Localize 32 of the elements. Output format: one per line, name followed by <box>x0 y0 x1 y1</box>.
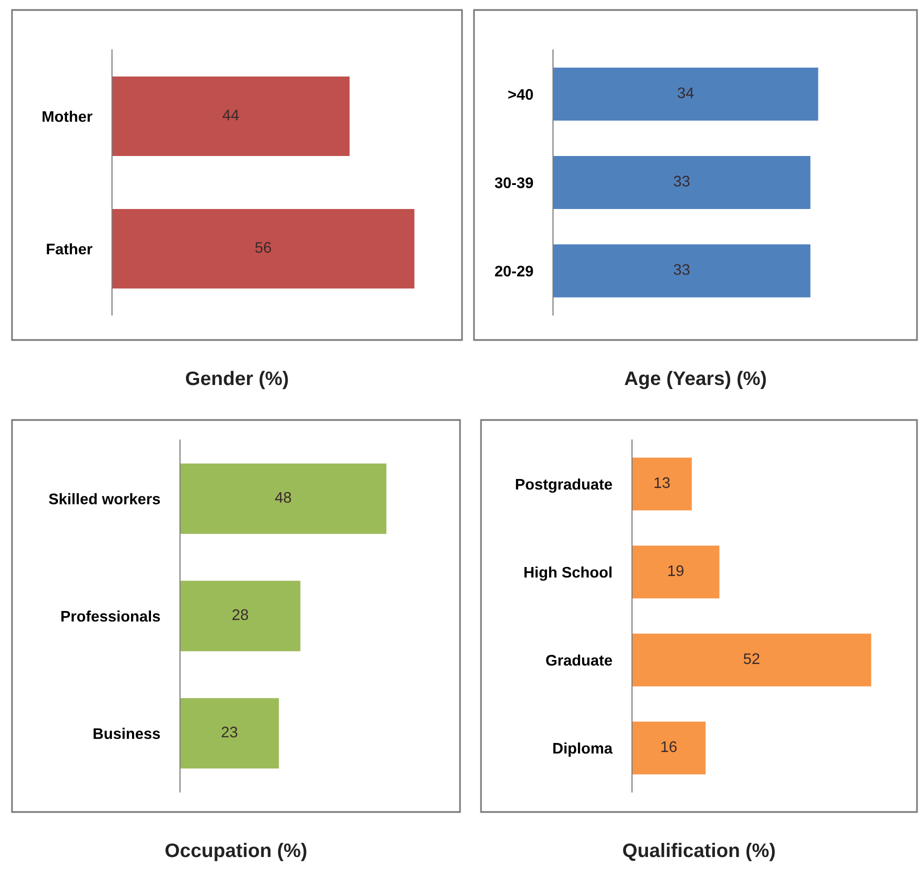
data-label: 52 <box>744 653 760 664</box>
y-tick-label: Father <box>46 243 92 254</box>
data-label: 13 <box>654 477 670 488</box>
y-tick-label: Skilled workers <box>48 493 160 504</box>
bar <box>632 458 692 510</box>
text: Qualification (%) <box>623 842 775 862</box>
y-tick-label: Diploma <box>553 742 613 757</box>
data-label: 23 <box>222 726 238 738</box>
data-label: 56 <box>255 242 272 253</box>
data-label: 33 <box>674 264 690 275</box>
y-tick-label: Mother <box>42 110 92 122</box>
text: Occupation (%) <box>166 842 306 862</box>
y-tick-label: Professionals <box>61 610 160 622</box>
text: Age (Years) (%) <box>624 370 766 390</box>
y-tick-label: Postgraduate <box>516 478 612 493</box>
bar <box>632 546 720 598</box>
y-tick-label: Business <box>94 728 160 740</box>
data-label: 16 <box>661 741 677 752</box>
data-label: 44 <box>222 110 239 120</box>
y-tick-label: 20-29 <box>495 266 533 277</box>
bar <box>632 634 872 686</box>
data-label: 34 <box>678 87 694 98</box>
y-tick-label: Graduate <box>546 654 612 666</box>
data-label: 28 <box>232 609 248 620</box>
data-label: 19 <box>668 565 684 576</box>
y-tick-label: >40 <box>508 89 533 100</box>
y-tick-label: 30-39 <box>494 177 533 188</box>
data-label: 33 <box>674 176 690 187</box>
y-tick-label: High School <box>524 566 612 581</box>
data-label: 48 <box>275 492 292 503</box>
text: Gender (%) <box>186 370 288 390</box>
bar <box>632 722 706 774</box>
